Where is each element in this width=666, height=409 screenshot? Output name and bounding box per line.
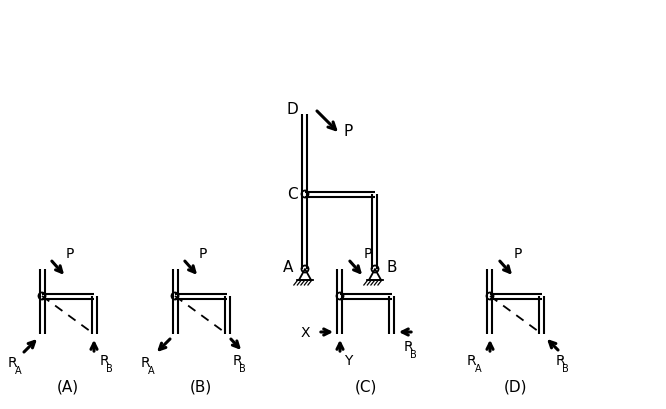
Text: P: P [514,246,522,261]
Text: D: D [286,102,298,117]
Text: B: B [562,363,569,373]
Text: R: R [140,355,150,369]
Text: P: P [344,124,352,139]
Text: A: A [148,365,155,375]
Text: C: C [286,187,297,202]
Text: B: B [410,349,417,359]
Text: (A): (A) [57,379,79,393]
Text: A: A [282,260,293,275]
Text: (C): (C) [355,379,377,393]
Text: Y: Y [344,353,352,367]
Text: A: A [15,365,21,375]
Text: B: B [106,363,113,373]
Text: X: X [300,325,310,339]
Text: R: R [7,355,17,369]
Text: (B): (B) [190,379,212,393]
Text: B: B [239,363,246,373]
Text: P: P [66,246,75,261]
Text: (D): (D) [504,379,527,393]
Text: R: R [233,353,242,367]
Text: P: P [199,246,207,261]
Text: P: P [364,246,372,261]
Text: R: R [404,339,414,353]
Text: R: R [100,353,110,367]
Text: R: R [556,353,565,367]
Text: R: R [466,353,476,367]
Text: A: A [476,363,482,373]
Text: B: B [387,260,398,275]
